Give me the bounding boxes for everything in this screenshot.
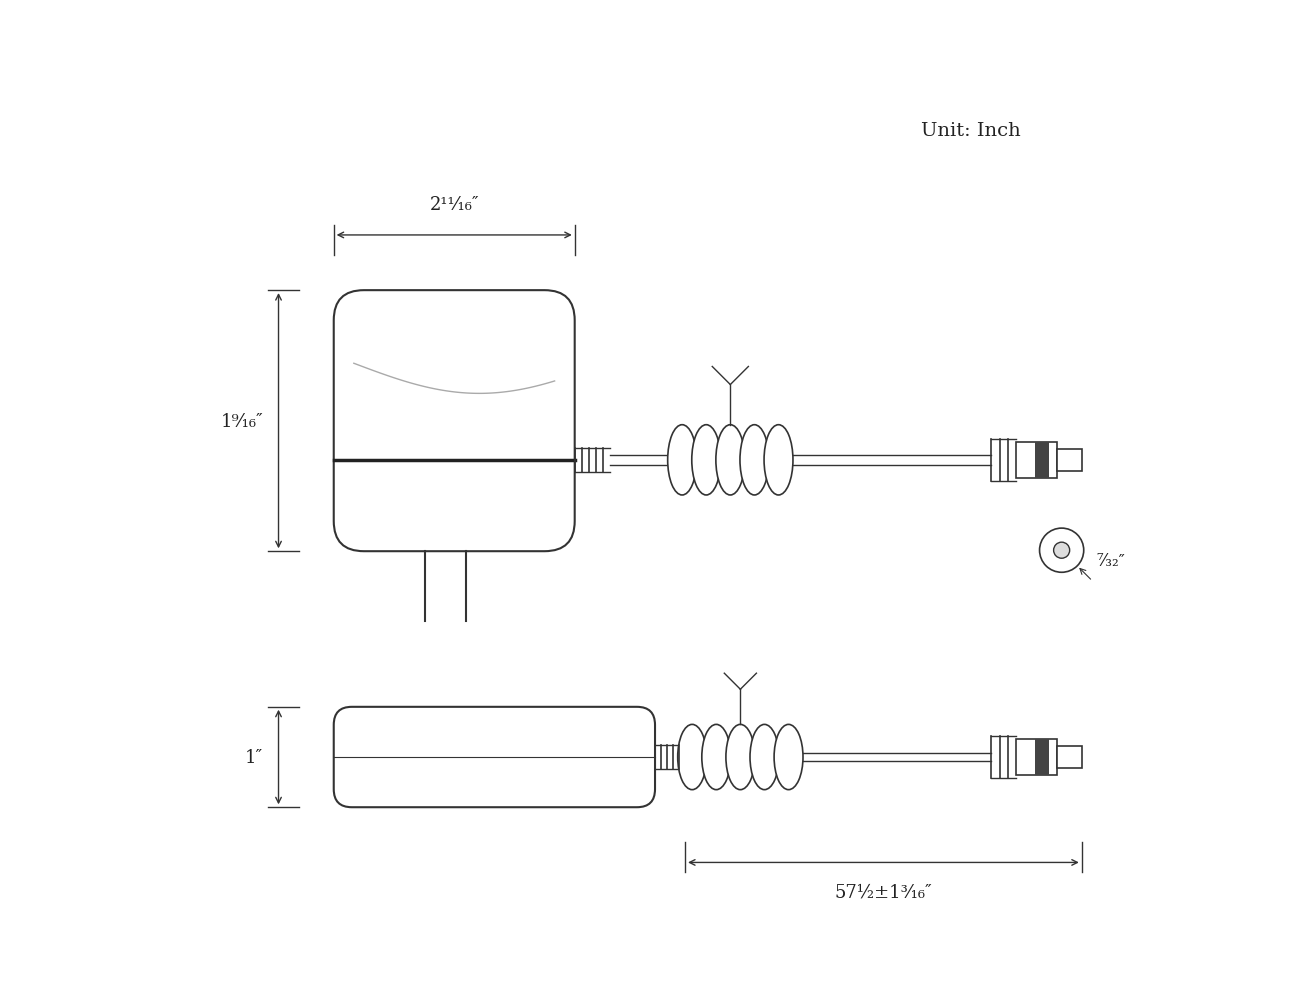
Bar bbox=[1057, 449, 1082, 471]
Ellipse shape bbox=[692, 425, 720, 495]
Bar bbox=[1035, 739, 1049, 775]
Ellipse shape bbox=[774, 724, 803, 790]
Ellipse shape bbox=[716, 425, 745, 495]
Circle shape bbox=[1053, 543, 1070, 559]
Text: 57½±1³⁄₁₆″: 57½±1³⁄₁₆″ bbox=[835, 883, 932, 901]
Circle shape bbox=[1040, 529, 1084, 573]
FancyBboxPatch shape bbox=[334, 291, 575, 552]
Ellipse shape bbox=[702, 724, 731, 790]
Ellipse shape bbox=[750, 724, 779, 790]
Bar bbox=[1035, 442, 1049, 478]
Text: 1″: 1″ bbox=[246, 748, 264, 766]
Text: ⁷⁄₃₂″: ⁷⁄₃₂″ bbox=[1097, 553, 1126, 569]
Ellipse shape bbox=[725, 724, 755, 790]
Text: 2¹¹⁄₁₆″: 2¹¹⁄₁₆″ bbox=[429, 196, 478, 214]
Ellipse shape bbox=[677, 724, 707, 790]
Ellipse shape bbox=[668, 425, 697, 495]
FancyBboxPatch shape bbox=[334, 707, 655, 807]
Ellipse shape bbox=[764, 425, 793, 495]
Bar bbox=[1057, 746, 1082, 768]
Bar bbox=[1017, 739, 1057, 775]
Bar bbox=[1017, 442, 1057, 478]
Text: Unit: Inch: Unit: Inch bbox=[922, 121, 1022, 139]
Text: 1⁹⁄₁₆″: 1⁹⁄₁₆″ bbox=[221, 412, 264, 430]
Ellipse shape bbox=[740, 425, 768, 495]
